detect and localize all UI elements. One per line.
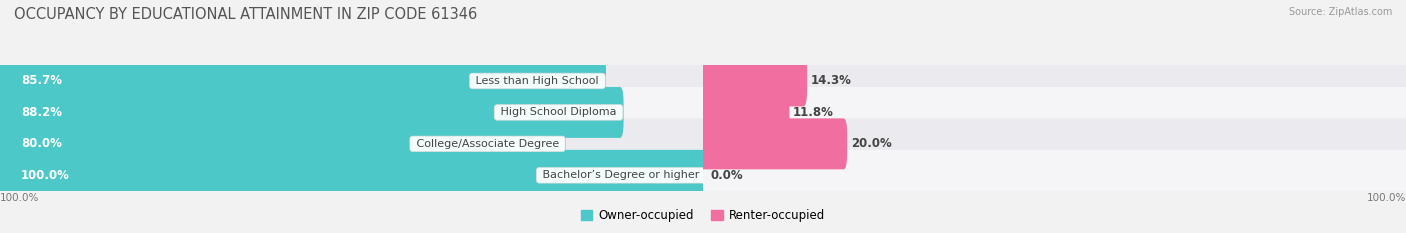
FancyBboxPatch shape <box>700 87 790 138</box>
Text: Source: ZipAtlas.com: Source: ZipAtlas.com <box>1288 7 1392 17</box>
FancyBboxPatch shape <box>700 150 1406 201</box>
FancyBboxPatch shape <box>700 118 846 169</box>
Text: Less than High School: Less than High School <box>472 76 603 86</box>
FancyBboxPatch shape <box>0 118 707 169</box>
FancyBboxPatch shape <box>0 150 707 201</box>
Text: 11.8%: 11.8% <box>793 106 834 119</box>
FancyBboxPatch shape <box>700 87 1406 138</box>
Text: 100.0%: 100.0% <box>1367 193 1406 203</box>
FancyBboxPatch shape <box>0 150 707 201</box>
FancyBboxPatch shape <box>700 55 1406 106</box>
Text: 0.0%: 0.0% <box>710 169 742 182</box>
FancyBboxPatch shape <box>0 87 707 138</box>
Text: 88.2%: 88.2% <box>21 106 62 119</box>
Text: 100.0%: 100.0% <box>21 169 70 182</box>
Text: High School Diploma: High School Diploma <box>498 107 620 117</box>
Text: Bachelor’s Degree or higher: Bachelor’s Degree or higher <box>538 170 703 180</box>
FancyBboxPatch shape <box>700 55 807 106</box>
Text: 14.3%: 14.3% <box>810 75 852 87</box>
FancyBboxPatch shape <box>0 55 606 106</box>
Text: 100.0%: 100.0% <box>0 193 39 203</box>
Legend: Owner-occupied, Renter-occupied: Owner-occupied, Renter-occupied <box>576 204 830 227</box>
FancyBboxPatch shape <box>0 118 565 169</box>
Text: OCCUPANCY BY EDUCATIONAL ATTAINMENT IN ZIP CODE 61346: OCCUPANCY BY EDUCATIONAL ATTAINMENT IN Z… <box>14 7 477 22</box>
Text: 85.7%: 85.7% <box>21 75 62 87</box>
FancyBboxPatch shape <box>0 87 624 138</box>
Text: College/Associate Degree: College/Associate Degree <box>412 139 562 149</box>
FancyBboxPatch shape <box>700 118 1406 169</box>
FancyBboxPatch shape <box>0 55 707 106</box>
Text: 20.0%: 20.0% <box>851 137 891 150</box>
Text: 80.0%: 80.0% <box>21 137 62 150</box>
